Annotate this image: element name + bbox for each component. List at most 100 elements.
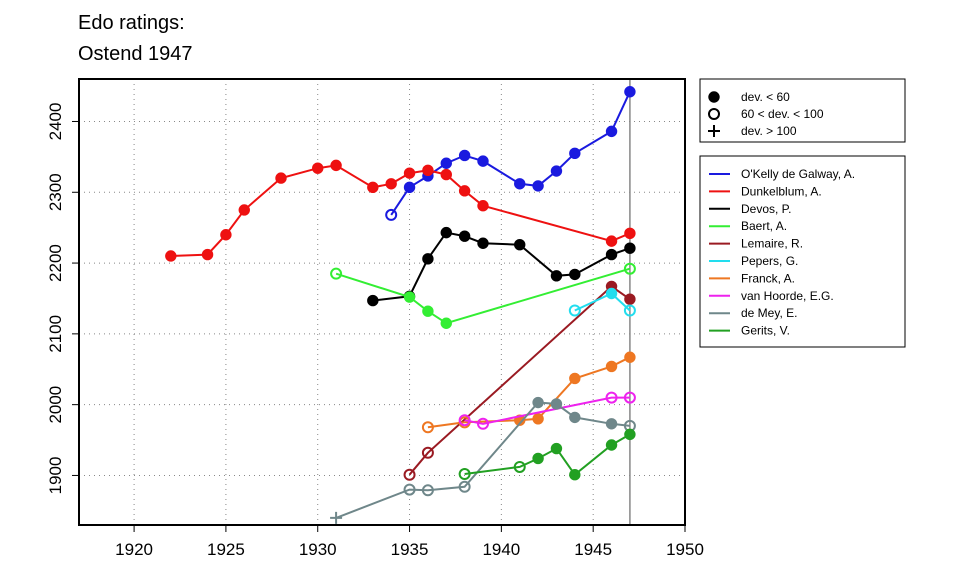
data-point [458, 185, 471, 197]
data-point [623, 304, 636, 317]
series-line [427, 356, 631, 429]
data-point [201, 248, 214, 261]
x-tick-label: 1925 [207, 540, 245, 559]
data-point [458, 149, 471, 162]
x-tick-label: 1945 [574, 540, 612, 559]
legend-item-label: Devos, P. [741, 202, 791, 216]
data-point [569, 268, 581, 281]
marker-legend-label: dev. > 100 [741, 124, 797, 138]
data-point [477, 155, 489, 167]
data-point [605, 287, 618, 300]
data-point [568, 304, 581, 317]
data-point [513, 460, 526, 473]
data-point [624, 86, 636, 98]
data-point [605, 235, 618, 247]
series-line [390, 91, 631, 216]
data-point [624, 351, 636, 363]
data-point [550, 442, 563, 455]
marker-legend-symbol [708, 108, 720, 120]
data-point [514, 238, 526, 251]
data-point [440, 168, 452, 181]
marker-legend-symbol [708, 125, 720, 137]
x-tick-label: 1930 [299, 540, 337, 559]
data-point [312, 162, 324, 174]
marker-legend-box [699, 78, 906, 143]
data-point [421, 446, 434, 459]
data-point [624, 293, 636, 305]
data-point [514, 178, 526, 190]
data-point [477, 417, 489, 430]
series-9 [458, 428, 636, 481]
data-point [569, 411, 581, 424]
data-point [403, 483, 416, 496]
data-point [403, 167, 416, 179]
data-point [440, 157, 452, 169]
data-point [421, 484, 434, 497]
series-0 [385, 86, 636, 221]
legend-item-label: Lemaire, R. [741, 237, 803, 251]
x-tick-label: 1920 [115, 540, 153, 559]
series-line [372, 231, 631, 302]
data-point [605, 248, 618, 261]
series-line [335, 401, 631, 519]
data-point [477, 200, 489, 212]
y-tick-label: 2100 [46, 315, 65, 353]
axes: 1920 1925 1930 1935 1940 1945 1950 1900 2000 2100… [46, 103, 704, 559]
series-4 [403, 280, 636, 481]
data-point [569, 372, 581, 385]
series-1 [165, 159, 636, 262]
data-point [367, 181, 379, 194]
marker-legend-label: 60 < dev. < 100 [741, 107, 824, 121]
data-point [532, 180, 544, 192]
data-point [367, 294, 379, 307]
data-point [403, 181, 416, 194]
series-3 [330, 262, 636, 329]
data-point [532, 413, 544, 425]
legend-item-label: Franck, A. [741, 271, 795, 285]
data-point [440, 317, 452, 329]
data-point [330, 511, 343, 524]
x-tick-label: 1950 [666, 540, 704, 559]
data-point [477, 237, 489, 249]
y-tick-label: 2300 [46, 173, 65, 211]
data-point [532, 396, 544, 409]
x-tick-label: 1935 [391, 540, 429, 559]
series-line [170, 164, 631, 257]
data-point [440, 226, 452, 239]
series-line [335, 267, 631, 325]
series-6 [421, 351, 636, 434]
data-point [569, 147, 581, 160]
series-line [574, 292, 631, 312]
data-point [421, 421, 434, 434]
legend-item-label: O'Kelly de Galway, A. [741, 167, 855, 181]
data-point [605, 391, 618, 404]
data-point [623, 262, 636, 275]
data-point [458, 414, 471, 427]
data-point [550, 270, 563, 282]
y-tick-label: 1900 [46, 457, 65, 495]
data-point [605, 360, 618, 373]
data-point [403, 468, 416, 481]
data-point [422, 305, 434, 317]
series-5 [568, 287, 636, 317]
legend-item-label: Dunkelblum, A. [741, 184, 822, 198]
data-point [458, 230, 471, 242]
data-point [623, 391, 636, 404]
data-point [385, 178, 397, 190]
legend-item-label: van Hoorde, E.G. [741, 289, 834, 303]
series-layer [165, 86, 636, 524]
series-7 [458, 391, 636, 430]
series-line [464, 396, 630, 425]
legend-item-label: Baert, A. [741, 219, 787, 233]
chart-title-line-1: Edo ratings: [78, 12, 185, 34]
chart-title-line-2: Ostend 1947 [78, 43, 193, 65]
data-point [422, 164, 434, 177]
data-point [330, 267, 343, 280]
legend-item-label: Pepers, G. [741, 254, 798, 268]
data-point [220, 229, 232, 241]
data-point [330, 159, 342, 172]
data-point [624, 242, 636, 254]
legend-item-label: de Mey, E. [741, 306, 797, 320]
data-point [238, 204, 250, 216]
